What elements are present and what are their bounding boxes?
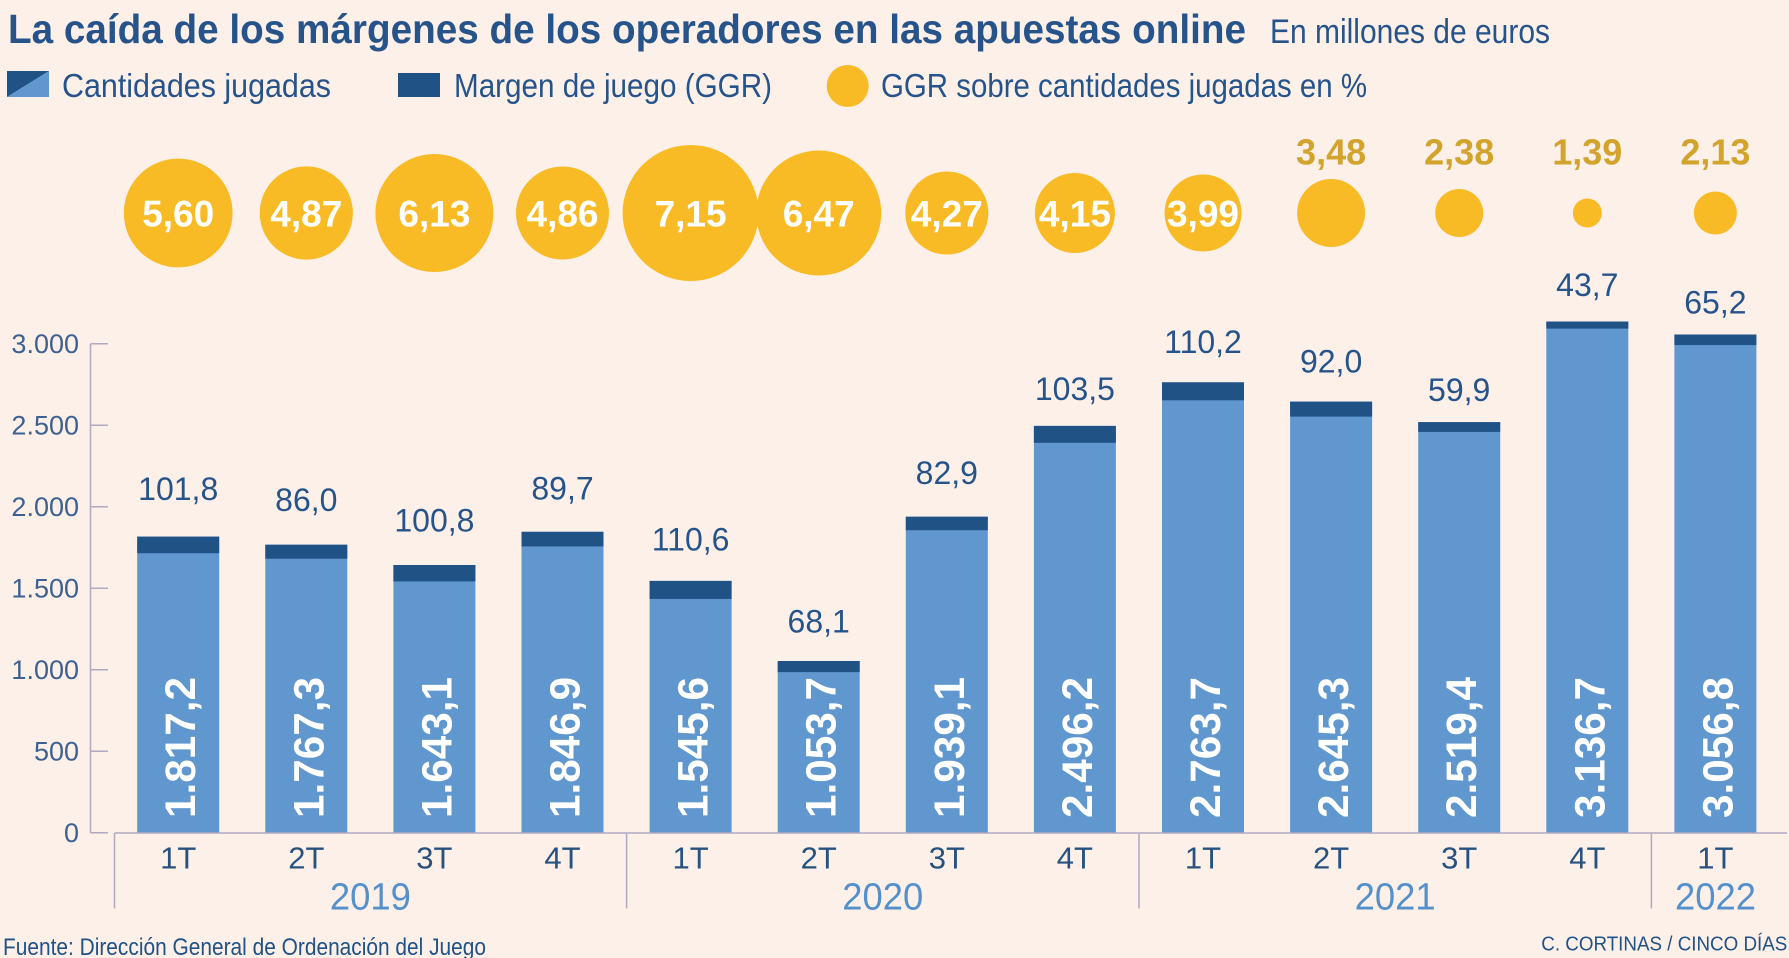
svg-text:103,5: 103,5 bbox=[1035, 371, 1115, 407]
svg-text:1.053,7: 1.053,7 bbox=[798, 677, 846, 818]
svg-text:2.496,2: 2.496,2 bbox=[1054, 677, 1102, 818]
svg-text:4,86: 4,86 bbox=[526, 193, 598, 234]
svg-text:2.645,3: 2.645,3 bbox=[1310, 677, 1358, 818]
svg-text:110,6: 110,6 bbox=[652, 522, 730, 558]
svg-text:En millones de euros: En millones de euros bbox=[1270, 13, 1550, 51]
svg-text:GGR sobre cantidades jugadas e: GGR sobre cantidades jugadas en % bbox=[881, 67, 1367, 104]
svg-text:2019: 2019 bbox=[330, 876, 411, 918]
svg-text:1T: 1T bbox=[1697, 841, 1733, 876]
svg-text:1T: 1T bbox=[1185, 841, 1221, 876]
svg-text:5,60: 5,60 bbox=[142, 193, 214, 234]
svg-text:92,0: 92,0 bbox=[1300, 344, 1362, 380]
svg-text:3.136,7: 3.136,7 bbox=[1566, 677, 1614, 818]
svg-text:1.545,6: 1.545,6 bbox=[670, 677, 718, 818]
svg-text:1T: 1T bbox=[673, 841, 709, 876]
svg-text:3T: 3T bbox=[1441, 841, 1477, 876]
svg-text:82,9: 82,9 bbox=[916, 455, 978, 491]
svg-text:6,47: 6,47 bbox=[783, 193, 855, 234]
svg-text:2,13: 2,13 bbox=[1680, 132, 1750, 173]
svg-text:3.000: 3.000 bbox=[11, 329, 79, 359]
svg-text:4T: 4T bbox=[1057, 841, 1093, 876]
svg-text:89,7: 89,7 bbox=[531, 471, 593, 507]
svg-text:1.643,1: 1.643,1 bbox=[413, 677, 461, 818]
svg-text:2020: 2020 bbox=[842, 876, 923, 918]
svg-text:3.056,8: 3.056,8 bbox=[1694, 677, 1742, 818]
svg-text:1.500: 1.500 bbox=[11, 573, 79, 603]
svg-text:65,2: 65,2 bbox=[1684, 285, 1746, 321]
svg-text:1.846,9: 1.846,9 bbox=[542, 677, 590, 818]
svg-text:2T: 2T bbox=[801, 841, 837, 876]
svg-text:2.000: 2.000 bbox=[11, 492, 79, 522]
svg-text:500: 500 bbox=[34, 736, 79, 766]
svg-text:3,48: 3,48 bbox=[1296, 132, 1366, 173]
svg-text:C. CORTINAS / CINCO DÍAS: C. CORTINAS / CINCO DÍAS bbox=[1541, 933, 1787, 956]
svg-text:2022: 2022 bbox=[1675, 876, 1756, 918]
svg-text:2021: 2021 bbox=[1355, 876, 1436, 918]
svg-text:La caída de los márgenes de lo: La caída de los márgenes de los operador… bbox=[8, 6, 1246, 52]
svg-text:1,39: 1,39 bbox=[1552, 132, 1622, 173]
svg-text:2.763,7: 2.763,7 bbox=[1182, 677, 1230, 818]
svg-text:1.000: 1.000 bbox=[11, 655, 79, 685]
svg-text:Fuente: Dirección General de O: Fuente: Dirección General de Ordenación … bbox=[3, 934, 486, 958]
svg-text:2T: 2T bbox=[288, 841, 324, 876]
svg-text:4,87: 4,87 bbox=[270, 193, 342, 234]
svg-text:0: 0 bbox=[64, 818, 79, 848]
svg-text:2.519,4: 2.519,4 bbox=[1438, 677, 1486, 818]
svg-text:4,27: 4,27 bbox=[911, 193, 983, 234]
svg-text:Cantidades jugadas: Cantidades jugadas bbox=[62, 67, 331, 104]
svg-text:68,1: 68,1 bbox=[788, 604, 850, 640]
svg-text:4,15: 4,15 bbox=[1039, 193, 1111, 234]
svg-text:2.500: 2.500 bbox=[11, 410, 79, 440]
svg-text:3T: 3T bbox=[929, 841, 965, 876]
svg-text:3,99: 3,99 bbox=[1167, 193, 1239, 234]
svg-text:4T: 4T bbox=[544, 841, 580, 876]
svg-text:Margen de juego (GGR): Margen de juego (GGR) bbox=[454, 67, 772, 104]
svg-text:59,9: 59,9 bbox=[1428, 372, 1490, 408]
svg-text:43,7: 43,7 bbox=[1556, 267, 1618, 303]
svg-text:1.817,2: 1.817,2 bbox=[157, 677, 205, 818]
svg-text:6,13: 6,13 bbox=[398, 193, 470, 234]
svg-text:2T: 2T bbox=[1313, 841, 1349, 876]
svg-text:2,38: 2,38 bbox=[1424, 132, 1494, 173]
svg-text:7,15: 7,15 bbox=[655, 193, 727, 234]
svg-text:101,8: 101,8 bbox=[138, 471, 218, 507]
svg-text:3T: 3T bbox=[416, 841, 452, 876]
svg-text:4T: 4T bbox=[1569, 841, 1605, 876]
svg-text:1.939,1: 1.939,1 bbox=[926, 677, 974, 818]
svg-text:1T: 1T bbox=[160, 841, 196, 876]
svg-text:86,0: 86,0 bbox=[275, 482, 337, 518]
svg-text:110,2: 110,2 bbox=[1164, 324, 1242, 360]
svg-text:1.767,3: 1.767,3 bbox=[285, 677, 333, 818]
svg-text:100,8: 100,8 bbox=[394, 503, 474, 539]
